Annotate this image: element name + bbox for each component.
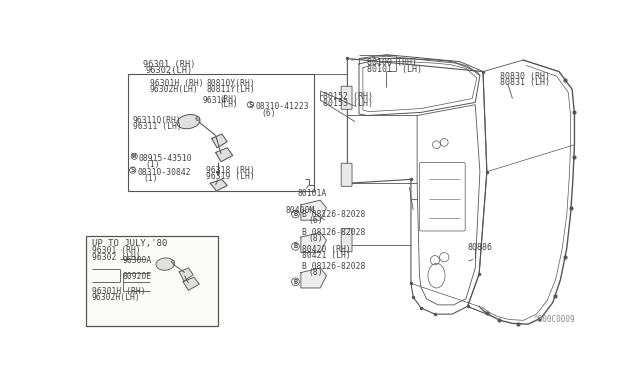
Polygon shape — [301, 268, 326, 288]
Text: 96301H (RH): 96301H (RH) — [92, 287, 145, 296]
Polygon shape — [210, 179, 227, 191]
Text: S: S — [248, 102, 253, 108]
Text: 96300A: 96300A — [123, 256, 152, 265]
Polygon shape — [301, 200, 326, 220]
Text: 80886: 80886 — [467, 243, 493, 252]
Text: (6): (6) — [261, 109, 276, 118]
FancyBboxPatch shape — [341, 86, 352, 109]
Text: 96301 (RH): 96301 (RH) — [92, 246, 140, 256]
Polygon shape — [183, 277, 199, 290]
Text: B 08126-82028: B 08126-82028 — [301, 210, 365, 219]
Text: 80811Y(LH): 80811Y(LH) — [206, 86, 255, 94]
Text: (RH): (RH) — [220, 95, 238, 104]
Text: 80810Y(RH): 80810Y(RH) — [206, 79, 255, 88]
Text: 96301 (RH): 96301 (RH) — [143, 60, 195, 69]
Text: 96314: 96314 — [202, 96, 227, 105]
Text: 80831 (LH): 80831 (LH) — [500, 78, 550, 87]
Circle shape — [292, 243, 300, 250]
Text: 80920E: 80920E — [123, 272, 152, 281]
Text: 80421 (LH): 80421 (LH) — [301, 251, 351, 260]
Text: UP TO JULY,'80: UP TO JULY,'80 — [92, 239, 167, 248]
Text: B 08126-82028: B 08126-82028 — [301, 228, 365, 237]
Bar — [86, 235, 218, 327]
Text: (1): (1) — [145, 160, 160, 169]
Text: B: B — [293, 211, 298, 217]
Circle shape — [196, 117, 200, 121]
Text: (8): (8) — [308, 268, 323, 277]
Text: 96302(LH): 96302(LH) — [145, 66, 193, 75]
Text: 80101  (LH): 80101 (LH) — [367, 65, 422, 74]
Polygon shape — [179, 268, 193, 281]
Text: 80400M: 80400M — [285, 206, 315, 215]
Text: 96311 (LH): 96311 (LH) — [132, 122, 182, 131]
Text: 08310-41223: 08310-41223 — [255, 102, 308, 111]
Text: 96302H(LH): 96302H(LH) — [150, 86, 198, 94]
Text: 96318 (RH): 96318 (RH) — [205, 166, 254, 175]
Text: (6): (6) — [308, 217, 323, 225]
Text: 80153 (LH): 80153 (LH) — [323, 99, 372, 108]
Text: B 08126-82028: B 08126-82028 — [301, 262, 365, 271]
Text: 08310-30842: 08310-30842 — [138, 168, 191, 177]
Ellipse shape — [156, 258, 175, 270]
Ellipse shape — [177, 115, 200, 129]
Text: 96302H(LH): 96302H(LH) — [92, 294, 140, 302]
Text: 96319 (LH): 96319 (LH) — [205, 173, 254, 182]
Polygon shape — [212, 134, 227, 148]
FancyBboxPatch shape — [341, 163, 352, 186]
Text: 96302 (LH): 96302 (LH) — [92, 253, 140, 262]
Circle shape — [129, 167, 136, 173]
Text: 96311Q(RH): 96311Q(RH) — [132, 115, 182, 125]
Circle shape — [172, 260, 175, 263]
Text: B: B — [293, 243, 298, 249]
Bar — [128, 74, 314, 191]
Polygon shape — [301, 232, 326, 253]
Text: 80101A: 80101A — [297, 189, 326, 198]
Text: 80420 (RH): 80420 (RH) — [301, 245, 351, 254]
Circle shape — [131, 153, 138, 159]
Text: 80830 (RH): 80830 (RH) — [500, 71, 550, 81]
Polygon shape — [216, 148, 233, 162]
Text: (1): (1) — [143, 174, 158, 183]
Text: W: W — [132, 153, 136, 159]
Circle shape — [292, 278, 300, 286]
Text: B: B — [293, 279, 298, 285]
Circle shape — [292, 210, 300, 218]
Text: (8): (8) — [308, 234, 323, 243]
Text: ^800C0009: ^800C0009 — [533, 315, 575, 324]
Text: 80100 (RH): 80100 (RH) — [367, 58, 417, 67]
Text: 80152 (RH): 80152 (RH) — [323, 92, 372, 102]
Circle shape — [248, 102, 253, 108]
Text: 08915-43510: 08915-43510 — [139, 154, 193, 163]
Text: S: S — [131, 167, 135, 173]
FancyBboxPatch shape — [341, 229, 352, 252]
Text: (LH): (LH) — [220, 100, 238, 109]
Text: 96301H (RH): 96301H (RH) — [150, 79, 204, 88]
